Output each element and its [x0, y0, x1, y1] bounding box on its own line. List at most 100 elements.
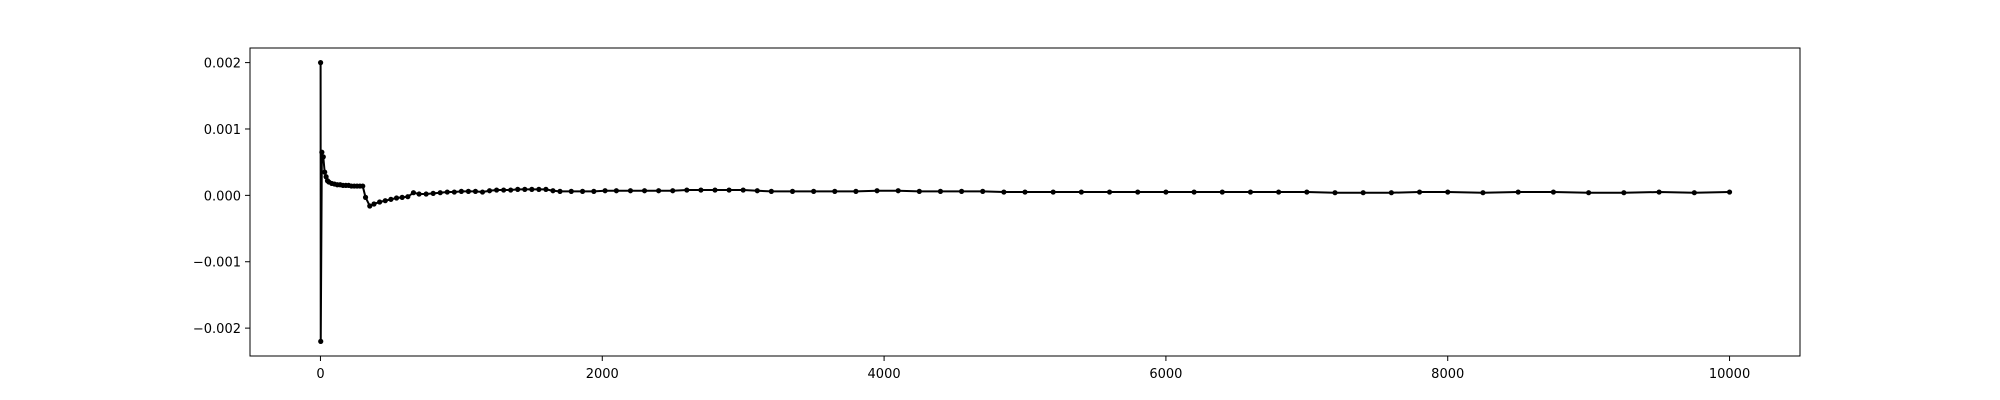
data-point: [1247, 189, 1254, 195]
data-point: [323, 174, 329, 180]
y-tick-label: 0.001: [204, 123, 241, 138]
data-point: [1276, 189, 1282, 195]
x-tick-label: 0: [316, 367, 324, 382]
data-point: [980, 188, 986, 194]
data-point: [543, 186, 549, 192]
data-point: [568, 188, 574, 194]
data-point: [684, 187, 690, 193]
data-point: [1480, 190, 1486, 196]
data-point: [536, 186, 542, 192]
data-point: [388, 196, 394, 202]
data-point: [515, 186, 521, 192]
data-point: [320, 154, 326, 160]
data-point: [656, 188, 662, 194]
data-point: [472, 188, 479, 194]
data-point: [602, 188, 608, 194]
data-point: [493, 187, 500, 193]
data-point: [1515, 189, 1521, 195]
data-point: [1416, 189, 1423, 195]
data-point: [937, 188, 944, 194]
data-point: [508, 187, 514, 193]
data-point: [895, 188, 901, 194]
data-point: [486, 188, 493, 194]
series-line: [319, 62, 1730, 343]
data-point: [1656, 189, 1662, 195]
data-point: [853, 188, 859, 194]
data-point: [367, 203, 373, 209]
data-point: [789, 188, 796, 194]
data-point: [1219, 189, 1225, 195]
data-point: [740, 187, 746, 193]
data-point: [371, 201, 377, 207]
data-point: [958, 188, 965, 194]
data-point: [811, 188, 817, 194]
data-point: [613, 188, 619, 194]
x-axis-ticks: 0 2000 4000 6000 8000 10000: [316, 356, 1750, 382]
data-point: [641, 188, 648, 194]
data-point: [1304, 189, 1310, 195]
data-point: [1586, 190, 1592, 196]
data-point: [522, 186, 528, 192]
data-point: [670, 188, 676, 194]
x-tick-label: 4000: [868, 367, 901, 382]
data-point: [322, 169, 328, 175]
plot-frame: [249, 47, 1801, 357]
data-point: [437, 190, 443, 196]
data-point: [501, 187, 507, 193]
data-point: [405, 194, 411, 200]
data-point: [1621, 190, 1627, 196]
y-tick-label: −0.002: [193, 322, 241, 337]
data-point: [416, 191, 422, 197]
data-point: [698, 187, 704, 193]
data-point: [916, 188, 922, 194]
x-tick-label: 6000: [1149, 367, 1182, 382]
data-point: [317, 60, 324, 66]
data-point: [529, 186, 535, 192]
data-point: [550, 188, 556, 194]
data-point: [768, 188, 774, 194]
data-point: [1388, 190, 1394, 196]
data-point: [410, 190, 417, 196]
data-point: [382, 198, 388, 204]
x-tick-label: 8000: [1431, 367, 1464, 382]
data-point: [377, 199, 383, 205]
x-tick-label: 10000: [1709, 367, 1750, 382]
data-point: [627, 188, 634, 194]
data-point: [318, 338, 324, 344]
data-point: [591, 188, 597, 194]
data-point: [712, 187, 718, 193]
x-tick-label: 2000: [586, 367, 619, 382]
data-point: [430, 190, 436, 196]
data-point: [1078, 189, 1084, 195]
data-point: [832, 188, 838, 194]
data-point: [1360, 190, 1366, 196]
y-tick-label: −0.001: [193, 256, 241, 271]
data-point: [444, 189, 450, 195]
y-axis-ticks: −0.002 −0.001 0.000 0.001 0.002: [193, 57, 250, 337]
data-point: [579, 188, 586, 194]
data-point: [393, 195, 400, 201]
y-tick-label: 0.002: [204, 57, 241, 72]
data-point: [423, 191, 429, 197]
data-point: [1445, 189, 1451, 195]
data-point: [319, 149, 325, 155]
data-point: [1691, 190, 1697, 196]
data-point: [1550, 189, 1557, 195]
data-point: [1022, 189, 1028, 195]
data-point: [362, 194, 369, 200]
data-point: [479, 189, 486, 195]
data-point: [1001, 189, 1007, 195]
data-point: [726, 187, 732, 193]
data-point: [465, 188, 472, 194]
data-point: [874, 188, 880, 194]
data-point: [458, 188, 464, 194]
data-point: [399, 194, 405, 200]
y-tick-label: 0.000: [204, 189, 241, 204]
data-point: [451, 189, 457, 195]
data-point: [1106, 189, 1113, 195]
data-point: [754, 188, 760, 194]
data-point: [360, 183, 366, 189]
data-point: [1050, 189, 1056, 195]
